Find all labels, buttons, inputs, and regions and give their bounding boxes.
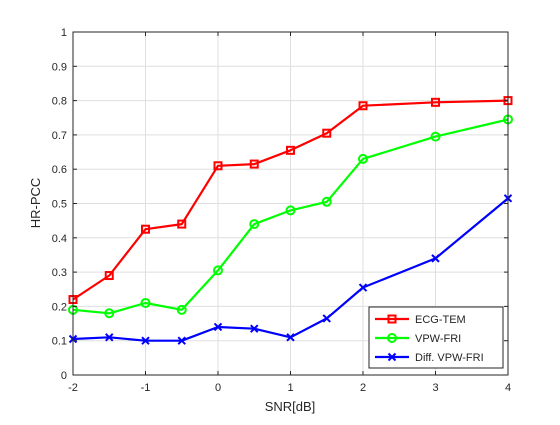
- series-line-vpw-fri: [72, 118, 509, 315]
- data-point-ecg-tem: [177, 219, 187, 229]
- y-tick-label: 0.1: [52, 336, 67, 348]
- data-point-diff-vpw-fri: [431, 254, 440, 263]
- legend-label-vpw-fri: VPW-FRI: [415, 333, 461, 345]
- data-point-vpw-fri: [321, 196, 332, 207]
- data-point-ecg-tem: [213, 161, 223, 171]
- data-point-diff-vpw-fri: [177, 336, 186, 345]
- data-point-ecg-tem: [322, 128, 332, 138]
- y-tick-label: 0: [61, 370, 67, 382]
- y-tick-label: 0.5: [52, 199, 67, 211]
- data-point-diff-vpw-fri: [213, 322, 223, 332]
- data-point-ecg-tem: [141, 224, 150, 234]
- y-tick-label: 0.7: [52, 130, 67, 142]
- y-tick-label: 1: [61, 27, 67, 39]
- data-point-diff-vpw-fri: [250, 324, 259, 333]
- data-point-vpw-fri: [430, 131, 441, 142]
- data-point-diff-vpw-fri: [141, 336, 150, 345]
- legend-marker-ecg-tem: [387, 314, 397, 324]
- x-tick-label: 2: [360, 382, 366, 394]
- y-tick-label: 0.9: [52, 61, 67, 73]
- data-point-ecg-tem: [431, 97, 440, 107]
- data-point-vpw-fri: [249, 219, 260, 230]
- data-point-diff-vpw-fri: [358, 283, 368, 292]
- data-point-vpw-fri: [358, 153, 368, 164]
- data-point-ecg-tem: [286, 145, 295, 155]
- data-point-vpw-fri: [176, 304, 187, 315]
- data-point-vpw-fri: [213, 265, 223, 276]
- legend-label-ecg-tem: ECG-TEM: [415, 314, 466, 326]
- legend-label-diff-vpw-fri: Diff. VPW-FRI: [415, 352, 484, 364]
- series-diff-vpw-fri: [68, 194, 513, 345]
- legend-marker-diff-vpw-fri: [387, 352, 397, 362]
- x-tick-label: 0: [215, 382, 221, 394]
- y-tick-label: 0.6: [52, 164, 67, 176]
- axis-ticks: -2 -1 0 1 2 3 4 0 0.1 0.2 0.3 0.4 0.5 0.6 0.7 0.8 0.9 1: [52, 27, 511, 394]
- x-tick-label: 1: [287, 382, 293, 394]
- y-tick-label: 0.2: [52, 301, 67, 313]
- y-axis-label: HR-PCC: [28, 178, 43, 229]
- legend: ECG-TEM VPW-FRI Diff. VPW-FRI: [368, 306, 504, 369]
- x-tick-label: -2: [68, 382, 78, 394]
- legend-marker-vpw-fri: [387, 333, 397, 343]
- data-point-vpw-fri: [104, 308, 115, 319]
- x-tick-label: -1: [141, 382, 151, 394]
- x-tick-label: 4: [505, 382, 511, 394]
- data-point-ecg-tem: [249, 159, 259, 169]
- x-tick-label: 3: [432, 382, 438, 394]
- y-tick-label: 0.3: [52, 267, 67, 279]
- data-point-diff-vpw-fri: [322, 314, 331, 323]
- y-tick-label: 0.4: [52, 233, 67, 245]
- data-point-diff-vpw-fri: [105, 333, 114, 342]
- data-point-ecg-tem: [358, 101, 368, 111]
- data-point-ecg-tem: [104, 271, 114, 281]
- data-point-vpw-fri: [140, 297, 151, 308]
- x-axis-label: SNR[dB]: [265, 399, 316, 414]
- data-point-vpw-fri: [285, 205, 296, 216]
- data-point-diff-vpw-fri: [286, 333, 295, 342]
- series-line-ecg-tem: [72, 99, 509, 301]
- y-tick-label: 0.8: [52, 96, 67, 108]
